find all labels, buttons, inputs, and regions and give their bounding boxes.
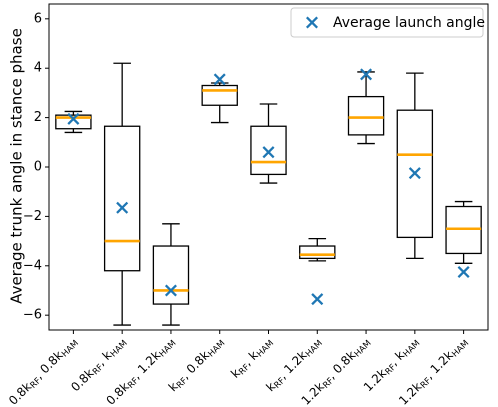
y-tick-label: −2 — [23, 209, 42, 224]
boxes — [55, 62, 482, 326]
launch-angle-marker — [213, 73, 226, 86]
box-group — [299, 237, 336, 262]
launch-angle-marker — [408, 167, 421, 180]
marker-stroke — [262, 146, 275, 159]
box-group — [250, 103, 287, 184]
y-tick-label: 6 — [34, 11, 42, 26]
launch-angle-marker — [164, 284, 177, 297]
legend-label: Average launch angle — [333, 15, 485, 31]
marker-stroke — [116, 201, 129, 214]
launch-angle-marker — [116, 201, 129, 214]
box-group — [103, 62, 141, 326]
marker-stroke — [213, 73, 226, 86]
y-tick-label: −4 — [23, 258, 42, 273]
marker-stroke — [457, 265, 470, 278]
x-tick-label: kRF, kHAM — [228, 334, 276, 382]
box — [152, 245, 190, 305]
legend: Average launch angle — [290, 7, 485, 38]
marker-stroke — [67, 112, 80, 125]
x-tick-label: 0.8kRF, 1.2kHAM — [103, 334, 178, 407]
box — [396, 109, 434, 239]
y-tick-label: 2 — [34, 110, 42, 125]
legend-box — [290, 7, 484, 38]
box — [55, 114, 92, 130]
box — [103, 125, 141, 272]
box-group — [55, 110, 92, 134]
marker-stroke — [311, 293, 324, 306]
y-tick-label: 4 — [34, 61, 42, 76]
launch-angle-marker — [67, 112, 80, 125]
box — [201, 84, 238, 106]
y-tick-label: −6 — [23, 308, 42, 323]
y-axis: −6 −4 −2 0 2 4 6 — [23, 11, 49, 323]
marker-stroke — [360, 68, 373, 81]
launch-angle-marker — [262, 146, 275, 159]
box-group — [396, 72, 434, 260]
x-tick-label: 1.2kRF, 0.8kHAM — [299, 334, 374, 407]
launch-angle-markers — [67, 68, 470, 306]
box-group — [347, 71, 385, 145]
box — [347, 95, 385, 136]
launch-angle-marker — [457, 265, 470, 278]
box-group — [152, 223, 190, 326]
box — [299, 245, 336, 260]
marker-stroke — [305, 16, 319, 29]
plot-frame — [48, 3, 489, 331]
x-tick-label: 1.2kRF, 1.2kHAM — [396, 334, 471, 407]
marker-stroke — [408, 167, 421, 180]
y-axis-label: Average trunk angle in stance phase — [8, 28, 26, 304]
box — [250, 125, 287, 176]
launch-angle-marker — [311, 293, 324, 306]
plot-area — [48, 3, 489, 331]
x-tick-label: 0.8kRF, 0.8kHAM — [6, 334, 81, 407]
box-group — [445, 200, 482, 264]
legend-marker — [305, 16, 319, 29]
launch-angle-marker — [360, 68, 373, 81]
marker-stroke — [164, 284, 177, 297]
y-tick-label: 0 — [34, 160, 42, 175]
box-group — [201, 82, 238, 124]
